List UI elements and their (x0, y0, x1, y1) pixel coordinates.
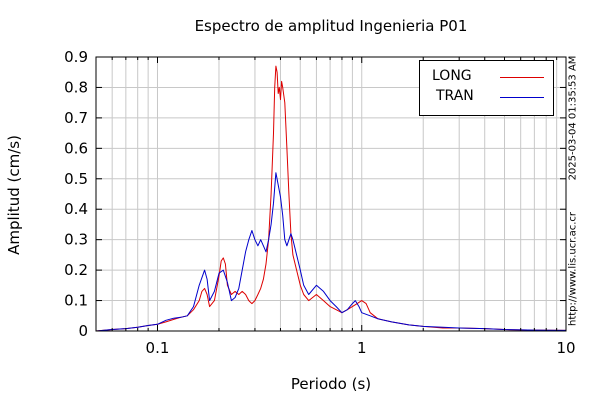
y-axis-label: Amplitud (cm/s) (5, 135, 23, 255)
y-tick-label: 0.3 (64, 231, 88, 249)
y-tick-label: 0.7 (64, 109, 88, 127)
y-tick-label: 0.8 (64, 78, 88, 96)
series-lines (95, 65, 567, 332)
legend-line-tran (500, 97, 544, 98)
grid (95, 56, 566, 332)
timestamp-text: 2025-03-04 01:35:53 AM (567, 55, 579, 181)
x-tick-label: 0.1 (146, 339, 170, 357)
y-tick-label: 0.9 (64, 48, 88, 66)
x-axis-label: Periodo (s) (290, 375, 372, 393)
y-tick-label: 0.4 (64, 200, 88, 218)
plot-frame (95, 56, 567, 332)
legend-item-long: LONG (420, 67, 553, 87)
series-line-tran (95, 172, 567, 332)
y-tick-label: 0.2 (64, 261, 88, 279)
chart-title: Espectro de amplitud Ingenieria P01 (194, 17, 468, 35)
legend: LONG TRAN (419, 60, 554, 116)
y-tick-label: 0 (78, 322, 88, 340)
y-tick-label: 0.5 (64, 170, 88, 188)
x-tick-label: 10 (556, 339, 575, 357)
y-tick-label: 0.6 (64, 139, 88, 157)
legend-item-tran: TRAN (420, 87, 553, 107)
legend-label-tran: TRAN (436, 88, 474, 104)
legend-line-long (500, 77, 544, 78)
y-tick-label: 0.1 (64, 292, 88, 310)
x-tick-label: 1 (357, 339, 367, 357)
source-url[interactable]: http://www.lis.ucr.ac.cr (567, 212, 579, 326)
series-line-long (95, 65, 567, 332)
ticks: 0 0.1 0.2 0.3 0.4 0.5 0.6 0.7 0.8 0.9 0.1 1 10 (64, 48, 575, 357)
legend-label-long: LONG (432, 68, 472, 84)
